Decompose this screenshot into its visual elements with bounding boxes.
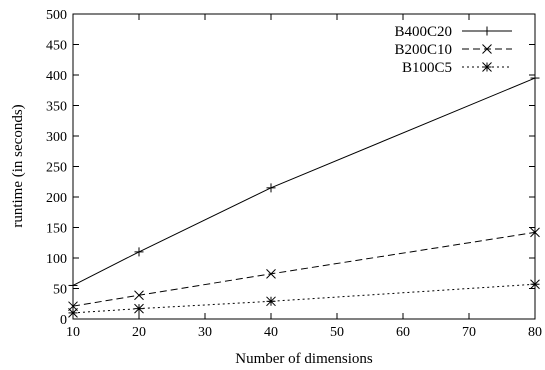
data-point <box>134 247 144 257</box>
data-point <box>530 73 540 83</box>
x-tick-label: 30 <box>198 325 212 340</box>
y-tick-label: 350 <box>46 100 67 115</box>
x-tick-label: 60 <box>396 325 410 340</box>
x-tick-label: 10 <box>66 325 80 340</box>
legend-item: B400C20 <box>394 24 512 40</box>
y-tick-label: 400 <box>46 69 67 84</box>
data-point <box>266 269 276 279</box>
y-tick-label: 0 <box>60 313 67 328</box>
y-tick-label: 250 <box>46 161 67 176</box>
series-line <box>72 283 536 314</box>
legend-label: B200C10 <box>394 42 452 58</box>
series-B100C5 <box>68 279 540 318</box>
x-tick-label: 40 <box>264 325 278 340</box>
legend-item: B200C10 <box>394 42 512 58</box>
data-point <box>134 290 144 301</box>
x-tick-label: 20 <box>132 325 146 340</box>
axes <box>72 13 536 320</box>
x-axis-label: Number of dimensions <box>235 351 373 367</box>
legend-marker <box>482 26 492 36</box>
x-tick-label: 80 <box>528 325 542 340</box>
legend-marker <box>482 44 492 54</box>
data-point <box>266 296 276 307</box>
data-point <box>134 303 144 314</box>
legend-label: B100C5 <box>402 60 452 76</box>
y-tick-label: 150 <box>46 222 67 237</box>
legend: B400C20 B200C10 B100C5 <box>394 24 512 76</box>
ticks: 10 20 30 40 50 60 70 80 0 50 100 150 200 250 300 350 400… <box>46 8 542 340</box>
legend-item: B100C5 <box>402 60 512 76</box>
y-tick-label: 500 <box>46 8 67 23</box>
series-line <box>72 231 536 307</box>
series-layer <box>68 73 540 318</box>
y-tick-label: 50 <box>53 283 67 298</box>
y-tick-label: 100 <box>46 252 67 267</box>
series-B200C10 <box>68 227 540 312</box>
y-tick-label: 300 <box>46 130 67 145</box>
x-tick-label: 50 <box>330 325 344 340</box>
data-point <box>530 279 540 290</box>
x-tick-label: 70 <box>462 325 476 340</box>
series-B400C20 <box>68 73 540 290</box>
data-point <box>530 227 540 238</box>
data-point <box>68 280 78 290</box>
y-tick-label: 200 <box>46 191 67 206</box>
data-point <box>266 183 276 193</box>
series-line <box>72 77 536 286</box>
plot-frame <box>72 13 536 320</box>
legend-marker <box>482 62 492 72</box>
data-point <box>68 308 78 318</box>
legend-label: B400C20 <box>394 24 452 40</box>
y-tick-label: 450 <box>46 39 67 54</box>
y-axis-label: runtime (in seconds) <box>10 104 26 227</box>
data-point <box>68 301 78 312</box>
